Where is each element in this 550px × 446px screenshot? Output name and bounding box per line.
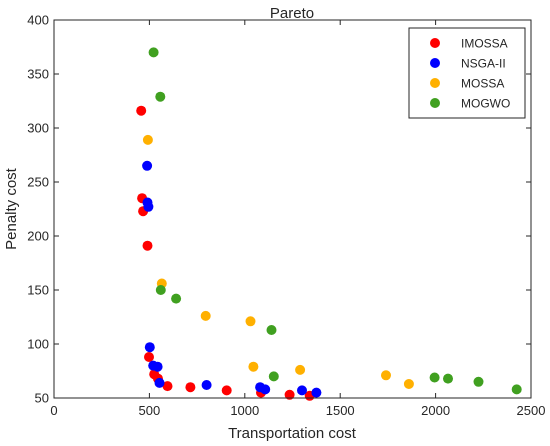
y-tick-label: 400 — [27, 13, 49, 28]
x-tick-label: 0 — [50, 403, 57, 418]
point-mossa-4 — [248, 361, 259, 372]
chart-title: Pareto — [270, 5, 314, 22]
point-mogwo-4 — [266, 325, 277, 335]
x-tick-label: 1000 — [230, 403, 259, 418]
point-nsga-ii-10 — [297, 385, 307, 396]
point-mogwo-2 — [155, 285, 166, 295]
y-tick-label: 350 — [27, 67, 49, 82]
point-imossa-11 — [284, 389, 295, 400]
y-tick-label: 250 — [27, 175, 49, 190]
x-tick-label: 500 — [139, 403, 161, 418]
y-tick-label: 50 — [35, 391, 49, 406]
legend-box — [408, 27, 526, 119]
axes-box — [53, 19, 532, 399]
point-mogwo-3 — [171, 293, 182, 304]
point-imossa-4 — [144, 352, 154, 362]
legend-label: MOSSA — [461, 77, 504, 91]
y-axis-title: Penalty cost — [3, 167, 20, 250]
point-mogwo-6 — [429, 372, 440, 383]
point-mogwo-7 — [443, 373, 453, 384]
point-nsga-ii-5 — [152, 361, 163, 372]
point-nsga-ii-11 — [311, 387, 322, 398]
axes-layer: 0 500 1000 1500 2000 2500 50 100 150 200 250 300 350… — [27, 13, 545, 419]
point-imossa-8 — [185, 382, 196, 393]
legend-marker — [430, 38, 440, 48]
point-mogwo-1 — [155, 91, 166, 102]
points-layer — [136, 47, 522, 401]
x-axis-title: Transportation cost — [228, 425, 357, 442]
point-imossa-0 — [136, 105, 147, 116]
legend-marker — [430, 98, 440, 108]
point-nsga-ii-2 — [143, 201, 154, 212]
point-nsga-ii-3 — [144, 342, 155, 353]
point-mossa-7 — [403, 379, 414, 389]
y-tick-label: 300 — [27, 121, 49, 136]
point-nsga-ii-6 — [154, 377, 165, 388]
point-mogwo-8 — [473, 376, 484, 387]
x-tick-label: 2000 — [421, 403, 450, 418]
point-nsga-ii-7 — [201, 380, 212, 390]
point-mossa-5 — [295, 364, 306, 375]
legend-label: NSGA-II — [461, 57, 506, 71]
point-mogwo-5 — [268, 371, 279, 382]
point-nsga-ii-9 — [260, 384, 271, 395]
point-imossa-7 — [162, 381, 173, 392]
legend-marker — [430, 78, 440, 88]
legend-label: IMOSSA — [461, 37, 508, 51]
y-tick-label: 150 — [27, 283, 49, 298]
point-nsga-ii-0 — [142, 160, 153, 171]
point-mogwo-0 — [148, 47, 159, 58]
point-mossa-2 — [200, 310, 211, 321]
y-tick-label: 100 — [27, 337, 49, 352]
point-mossa-0 — [142, 134, 153, 145]
point-imossa-9 — [221, 385, 232, 396]
legend: IMOSSA NSGA-II MOSSA MOGWO — [408, 27, 526, 119]
point-mossa-3 — [245, 316, 256, 327]
point-imossa-3 — [142, 240, 153, 251]
point-mogwo-9 — [511, 384, 522, 395]
legend-marker — [430, 58, 440, 68]
x-tick-label: 1500 — [326, 403, 355, 418]
point-mossa-6 — [381, 370, 391, 381]
legend-label: MOGWO — [461, 97, 510, 111]
y-tick-label: 200 — [27, 229, 49, 244]
x-tick-label: 2500 — [517, 403, 546, 418]
